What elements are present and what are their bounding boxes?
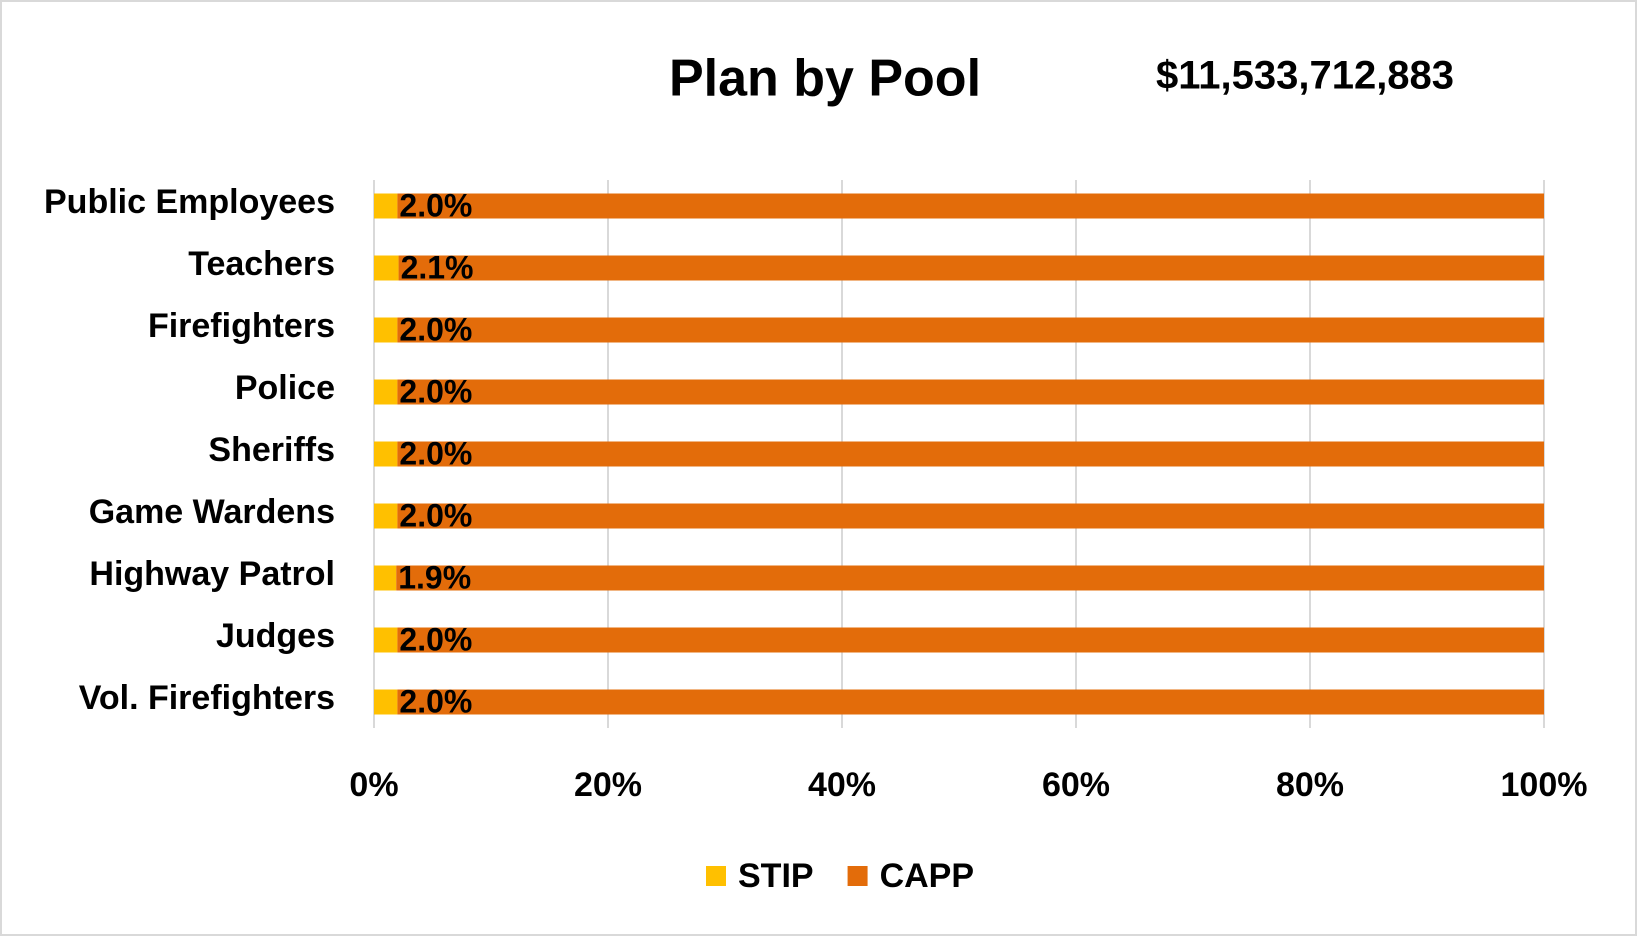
bar-segment	[397, 627, 1544, 653]
bar-segment	[374, 193, 398, 219]
bar-segment	[374, 441, 398, 467]
data-label: 2.0%	[399, 187, 472, 223]
x-tick-label: 40%	[808, 766, 876, 804]
bar-segment	[397, 193, 1544, 219]
annotation: $11,533,712,883	[1156, 54, 1454, 98]
bar-segment	[374, 503, 398, 529]
bar-segment	[397, 503, 1544, 529]
bar-segment	[374, 689, 398, 715]
data-label: 2.1%	[401, 249, 474, 285]
bar-segment	[398, 255, 1544, 281]
y-tick-label: Firefighters	[148, 307, 335, 345]
y-tick-label: Teachers	[188, 245, 335, 283]
bar-segment	[374, 379, 398, 405]
data-label: 2.0%	[399, 311, 472, 347]
data-label: 2.0%	[399, 621, 472, 657]
x-tick-label: 80%	[1276, 766, 1344, 804]
y-tick-label: Police	[235, 369, 335, 407]
x-tick-label: 20%	[574, 766, 642, 804]
y-tick-label: Public Employees	[44, 183, 335, 221]
y-tick-label: Game Wardens	[89, 493, 335, 531]
legend-label: CAPP	[880, 857, 974, 895]
x-tick-label: 100%	[1501, 766, 1588, 804]
data-label: 1.9%	[398, 559, 471, 595]
x-tick-label: 0%	[349, 766, 398, 804]
bar-segment	[374, 317, 398, 343]
y-tick-label: Vol. Firefighters	[79, 679, 335, 717]
data-label: 2.0%	[399, 435, 472, 471]
bar-segment	[397, 379, 1544, 405]
y-tick-label: Highway Patrol	[89, 555, 335, 593]
bar-segment	[396, 565, 1545, 591]
bar-segment	[374, 627, 398, 653]
bar-segment	[374, 255, 399, 281]
data-label: 2.0%	[399, 373, 472, 409]
bar-segment	[397, 317, 1544, 343]
legend-swatch	[706, 866, 726, 886]
bar-segment	[374, 565, 397, 591]
x-tick-label: 60%	[1042, 766, 1110, 804]
data-label: 2.0%	[399, 497, 472, 533]
bar-segment	[397, 689, 1544, 715]
y-tick-label: Sheriffs	[208, 431, 335, 469]
data-label: 2.0%	[399, 683, 472, 719]
chart-title: Plan by Pool	[669, 50, 981, 108]
legend-label: STIP	[738, 857, 814, 895]
y-tick-label: Judges	[216, 617, 335, 655]
bar-segment	[397, 441, 1544, 467]
legend-swatch	[847, 866, 868, 886]
